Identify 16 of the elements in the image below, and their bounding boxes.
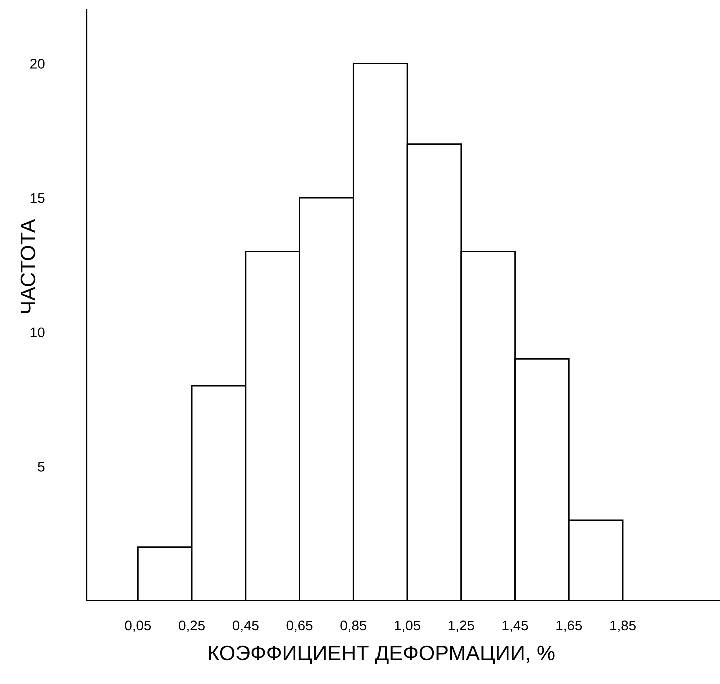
x-tick-label: 0,25	[179, 620, 205, 632]
x-tick-label: 1,45	[502, 620, 528, 632]
x-tick-label: 1,65	[556, 620, 582, 632]
x-tick-label: 1,05	[395, 620, 420, 632]
x-tick-label: 0,85	[340, 620, 367, 632]
y-tick-label: 20	[30, 59, 45, 69]
x-tick-label: 0,65	[286, 620, 313, 632]
x-axis-title: КОЭФФИЦИЕНТ ДЕФОРМАЦИИ, %	[209, 646, 555, 665]
y-axis-title: ЧАСТОТА	[20, 219, 36, 314]
y-tick-label: 5	[38, 462, 45, 472]
x-tick-label: 1,25	[448, 620, 474, 632]
y-tick-label: 15	[30, 194, 45, 204]
x-tick-label: 0,05	[125, 620, 152, 632]
x-tick-label: 0,45	[232, 620, 259, 632]
x-tick-label: 1,85	[610, 620, 636, 632]
y-tick-label: 10	[30, 328, 45, 338]
